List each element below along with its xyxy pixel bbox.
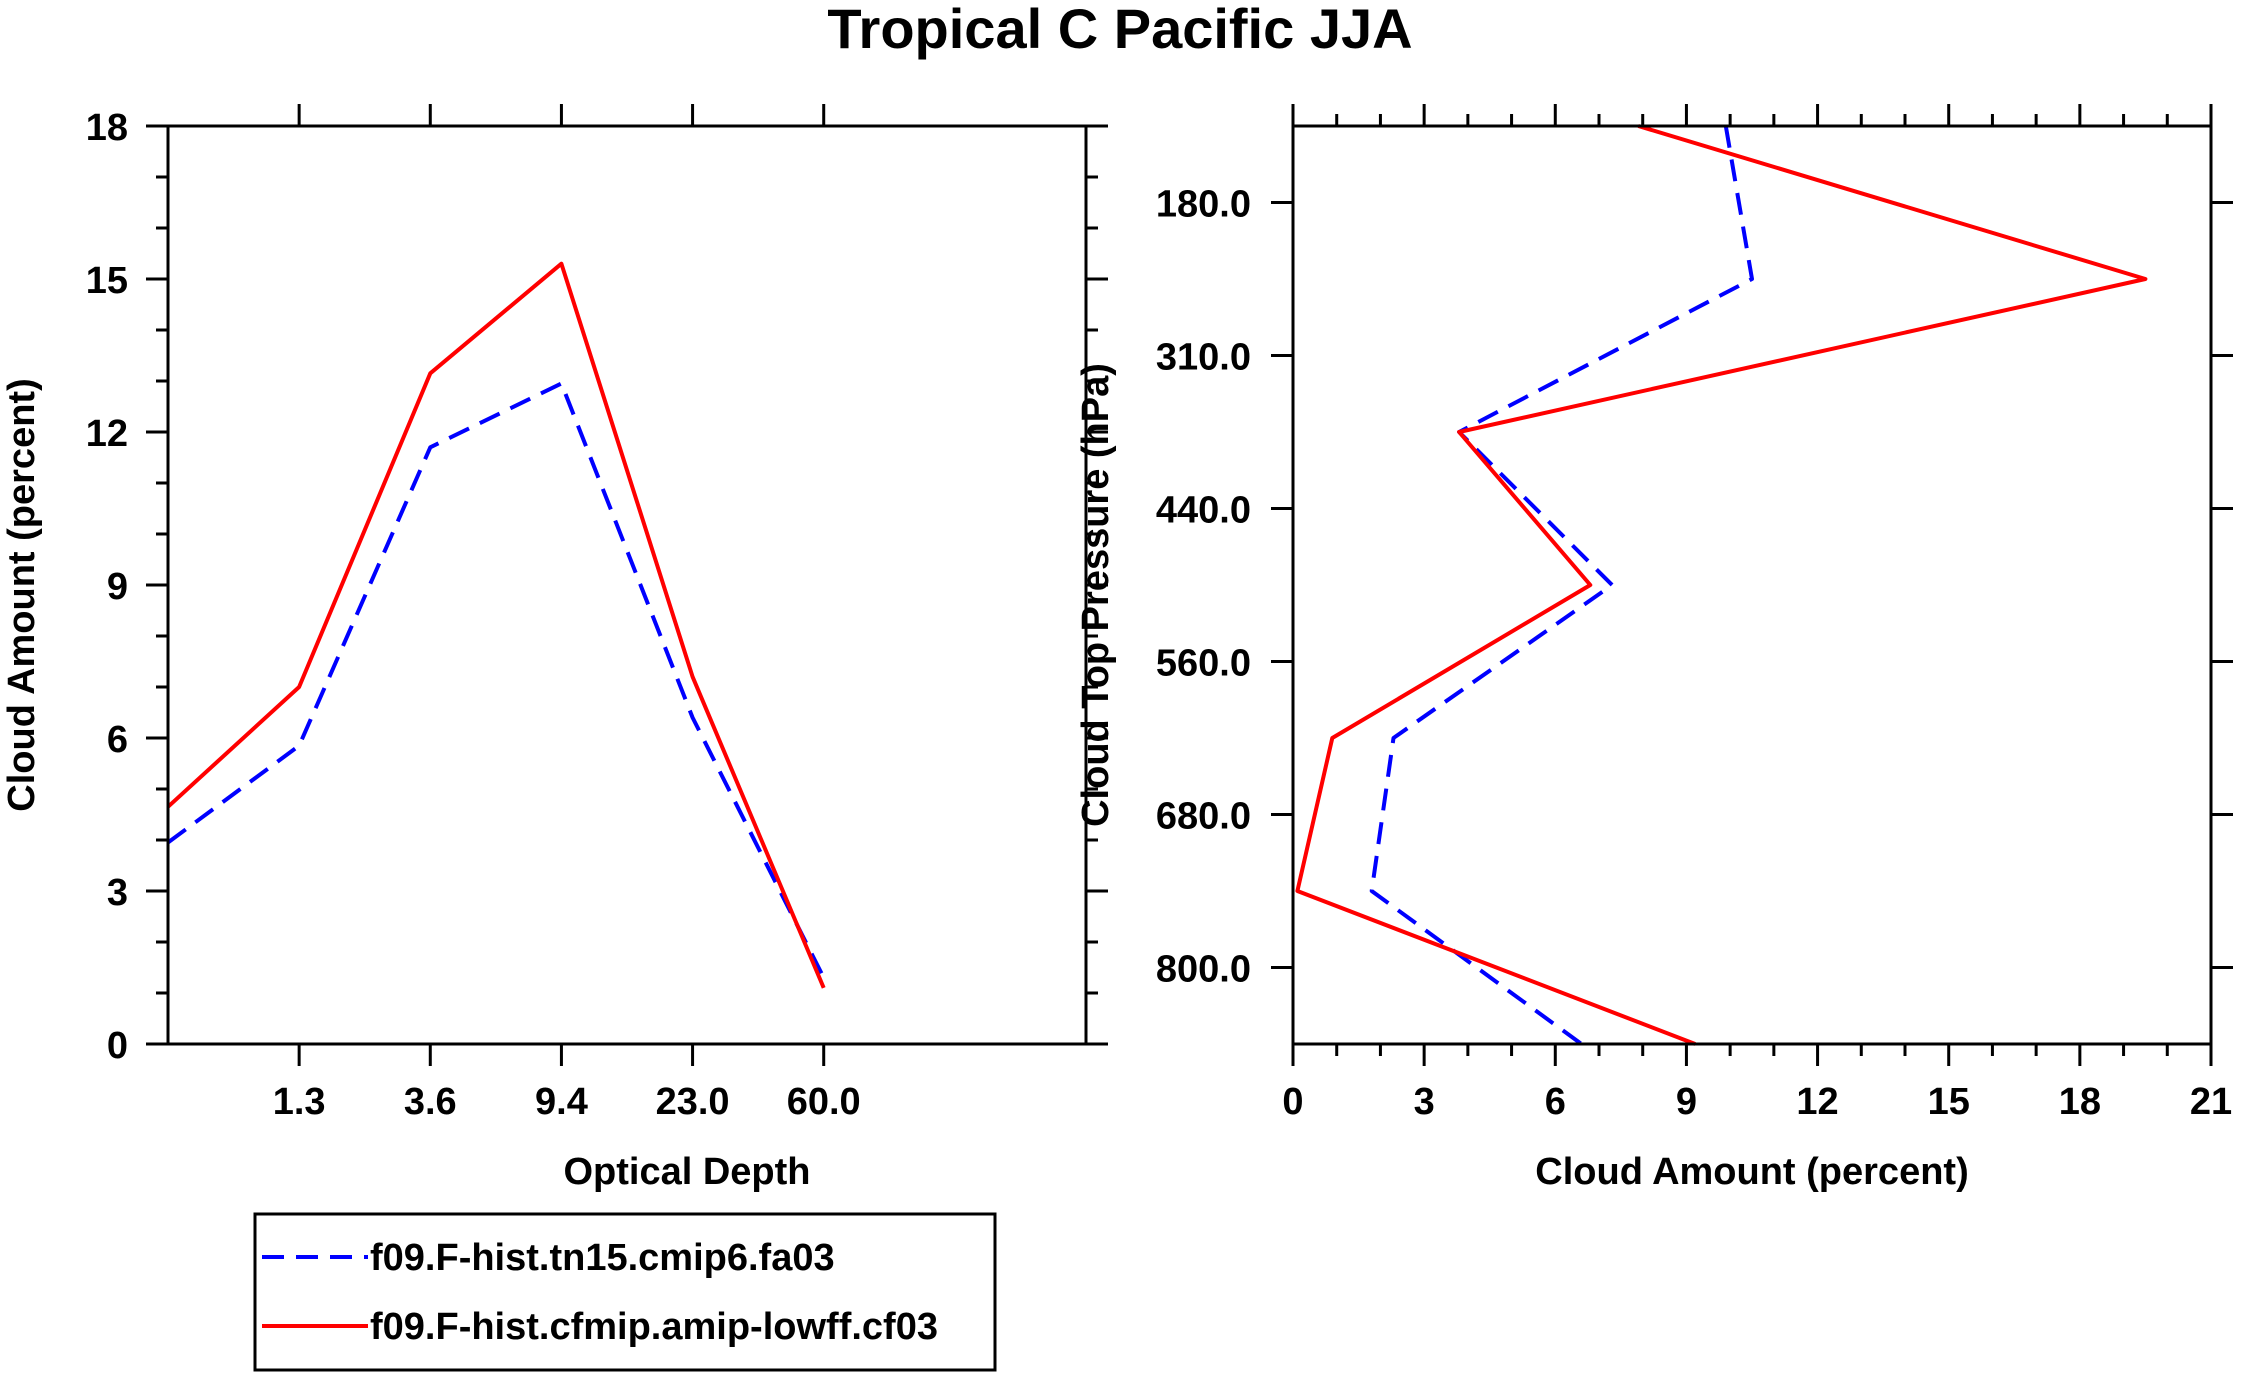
left-y-axis-label: Cloud Amount (percent) [1, 378, 43, 811]
chart-title: Tropical C Pacific JJA [827, 0, 1412, 60]
y-tick-label: 6 [107, 719, 128, 761]
right-axis-ticks: 0 3 6 9 12 15 18 21 180.0 310.0 440.0 560.0 680.0 800… [1156, 104, 2233, 1123]
legend: f09.F-hist.tn15.cmip6.fa03 f09.F-hist.cf… [253, 1212, 997, 1372]
y-tick-label: 12 [86, 413, 128, 455]
y-tick-label: 800.0 [1156, 949, 1251, 991]
left-panel-optical-depth: 0 3 6 9 12 15 18 1.3 3.6 9.4 23.0 60.0 Optical Dept… [1, 104, 1108, 1193]
x-tick-label: 3.6 [404, 1081, 457, 1123]
y-tick-label: 560.0 [1156, 643, 1251, 685]
right-panel-cloud-top-pressure: 0 3 6 9 12 15 18 21 180.0 310.0 440.0 560.0 680.0 800… [1075, 104, 2233, 1193]
left-plot-frame [166, 124, 1088, 1046]
x-tick-label: 1.3 [273, 1081, 326, 1123]
legend-label-series2: f09.F-hist.cfmip.amip-lowff.cf03 [370, 1306, 938, 1348]
x-tick-label: 9.4 [535, 1081, 588, 1123]
x-tick-label: 9 [1676, 1081, 1697, 1123]
x-tick-label: 18 [2059, 1081, 2101, 1123]
y-tick-label: 15 [86, 260, 128, 302]
y-tick-label: 440.0 [1156, 490, 1251, 532]
right-x-axis-label: Cloud Amount (percent) [1535, 1151, 1968, 1193]
right-series-lines [1295, 124, 2148, 1046]
left-series-lines [166, 261, 826, 989]
y-tick-label: 310.0 [1156, 337, 1251, 379]
x-tick-label: 15 [1928, 1081, 1970, 1123]
y-tick-label: 180.0 [1156, 184, 1251, 226]
x-tick-label: 3 [1414, 1081, 1435, 1123]
series-line-1 [166, 381, 826, 979]
x-tick-label: 60.0 [787, 1081, 861, 1123]
legend-label-series1: f09.F-hist.tn15.cmip6.fa03 [370, 1237, 835, 1279]
x-tick-label: 23.0 [656, 1081, 730, 1123]
y-tick-label: 680.0 [1156, 796, 1251, 838]
legend-box [253, 1212, 997, 1372]
x-tick-label: 21 [2190, 1081, 2232, 1123]
x-tick-label: 6 [1545, 1081, 1566, 1123]
series-line-1 [1369, 125, 1754, 1046]
right-plot-frame [1291, 124, 2213, 1046]
x-tick-label: 0 [1282, 1081, 1303, 1123]
y-tick-label: 9 [107, 566, 128, 608]
left-x-axis-label: Optical Depth [563, 1151, 810, 1193]
x-tick-label: 12 [1796, 1081, 1838, 1123]
series-line-2 [1295, 124, 2148, 1046]
y-tick-label: 0 [107, 1025, 128, 1067]
y-tick-label: 18 [86, 107, 128, 149]
y-tick-label: 3 [107, 872, 128, 914]
series-line-2 [166, 261, 826, 989]
left-axis-ticks: 0 3 6 9 12 15 18 1.3 3.6 9.4 23.0 60.0 [86, 104, 1108, 1123]
right-y-axis-label: Cloud Top Pressure (hPa) [1075, 363, 1117, 827]
